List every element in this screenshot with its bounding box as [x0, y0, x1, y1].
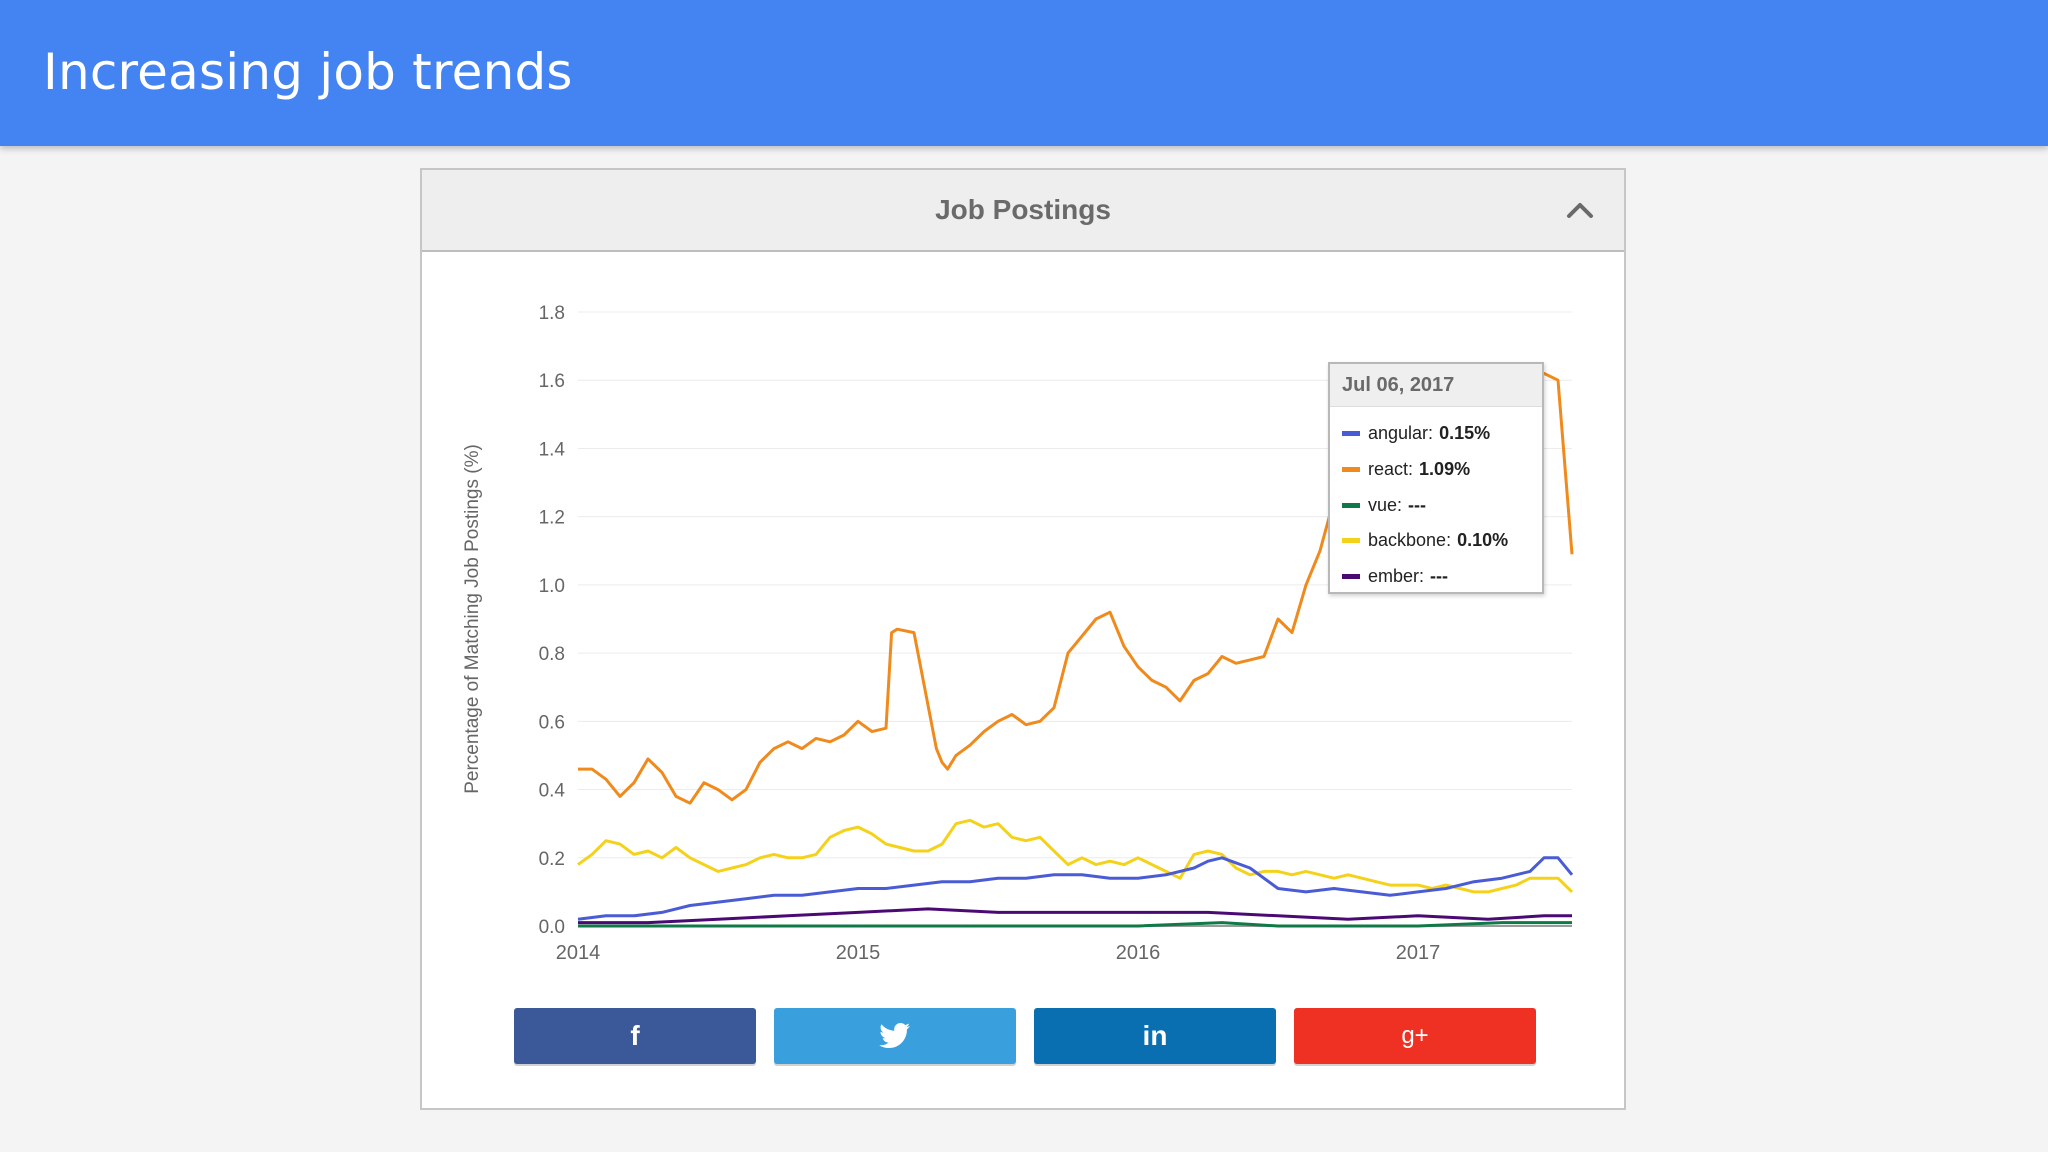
- legend-swatch-react: [1342, 466, 1360, 472]
- tooltip-series-value: ---: [1408, 494, 1427, 515]
- tooltip-row: react: 1.09%: [1342, 456, 1470, 482]
- tooltip-series-name: vue: [1368, 494, 1398, 515]
- google-plus-icon: g+: [1401, 1022, 1429, 1049]
- slide-header: Increasing job trends: [0, 0, 2048, 146]
- y-tick-label: 0.8: [539, 644, 565, 665]
- series-line-backbone: [577, 818, 1574, 894]
- y-tick-label: 0.2: [539, 849, 565, 870]
- y-tick-label: 0.4: [539, 781, 566, 802]
- x-tick-label: 2016: [1116, 942, 1161, 964]
- twitter-icon: [879, 1023, 910, 1048]
- job-postings-panel: Job Postings 0.0 0.2 0.4 0.6 0.8 1.0 1.2 1.4 1.6…: [420, 168, 1626, 1110]
- legend-swatch-vue: [1342, 502, 1360, 508]
- share-buttons: f in g+: [422, 1008, 1624, 1068]
- slide-title: Increasing job trends: [43, 43, 573, 101]
- y-tick-label: 1.2: [539, 508, 565, 529]
- tooltip-series-name: angular: [1368, 422, 1429, 443]
- y-tick-label: 1.6: [539, 371, 565, 392]
- tooltip-series-value: 1.09%: [1419, 458, 1471, 479]
- tooltip-row: ember: ---: [1342, 563, 1448, 589]
- y-tick-label: 1.4: [539, 439, 566, 460]
- tooltip-row: angular: 0.15%: [1342, 420, 1490, 446]
- job-postings-chart: 0.0 0.2 0.4 0.6 0.8 1.0 1.2 1.4 1.6 1.8 2014 2015 20…: [422, 252, 1624, 992]
- google-plus-share-button[interactable]: g+: [1294, 1008, 1536, 1064]
- tooltip-series-value: ---: [1430, 565, 1449, 586]
- facebook-share-button[interactable]: f: [514, 1008, 756, 1064]
- tooltip-series-value: 0.10%: [1457, 529, 1509, 550]
- twitter-share-button[interactable]: [774, 1008, 1016, 1064]
- chevron-up-icon: [1567, 203, 1593, 218]
- line-chart: 0.0 0.2 0.4 0.6 0.8 1.0 1.2 1.4 1.6 1.8 2014 2015 20…: [462, 303, 1574, 964]
- y-axis-label: Percentage of Matching Job Postings (%): [462, 444, 483, 794]
- x-tick-label: 2015: [836, 942, 881, 964]
- collapse-button[interactable]: [1562, 192, 1598, 228]
- x-tick-label: 2014: [556, 942, 601, 964]
- x-tick-label: 2017: [1396, 942, 1441, 964]
- linkedin-share-button[interactable]: in: [1034, 1008, 1276, 1064]
- tooltip-series-name: react: [1368, 458, 1409, 479]
- panel-title: Job Postings: [935, 194, 1111, 225]
- tooltip-row: vue: ---: [1342, 492, 1426, 518]
- y-tick-label: 0.6: [539, 712, 565, 733]
- facebook-icon: f: [630, 1020, 640, 1051]
- y-tick-label: 1.8: [539, 303, 565, 324]
- series-line-angular: [577, 856, 1574, 921]
- tooltip-series-name: backbone: [1368, 529, 1447, 550]
- linkedin-icon: in: [1142, 1020, 1168, 1051]
- series-line-ember: [578, 907, 1572, 925]
- y-tick-label: 1.0: [539, 576, 565, 597]
- panel-header[interactable]: Job Postings: [422, 170, 1624, 252]
- tooltip-series-value: 0.15%: [1439, 422, 1491, 443]
- series-line-vue: [578, 921, 1572, 928]
- chart-tooltip: Jul 06, 2017 angular: 0.15% react: 1.09%…: [1328, 362, 1544, 594]
- legend-swatch-ember: [1342, 573, 1360, 579]
- tooltip-series-name: ember: [1368, 565, 1420, 586]
- legend-swatch-backbone: [1342, 537, 1360, 543]
- tooltip-row: backbone: 0.10%: [1342, 527, 1508, 553]
- tooltip-date: Jul 06, 2017: [1330, 364, 1542, 407]
- legend-swatch-angular: [1342, 430, 1360, 436]
- y-tick-label: 0.0: [539, 917, 565, 938]
